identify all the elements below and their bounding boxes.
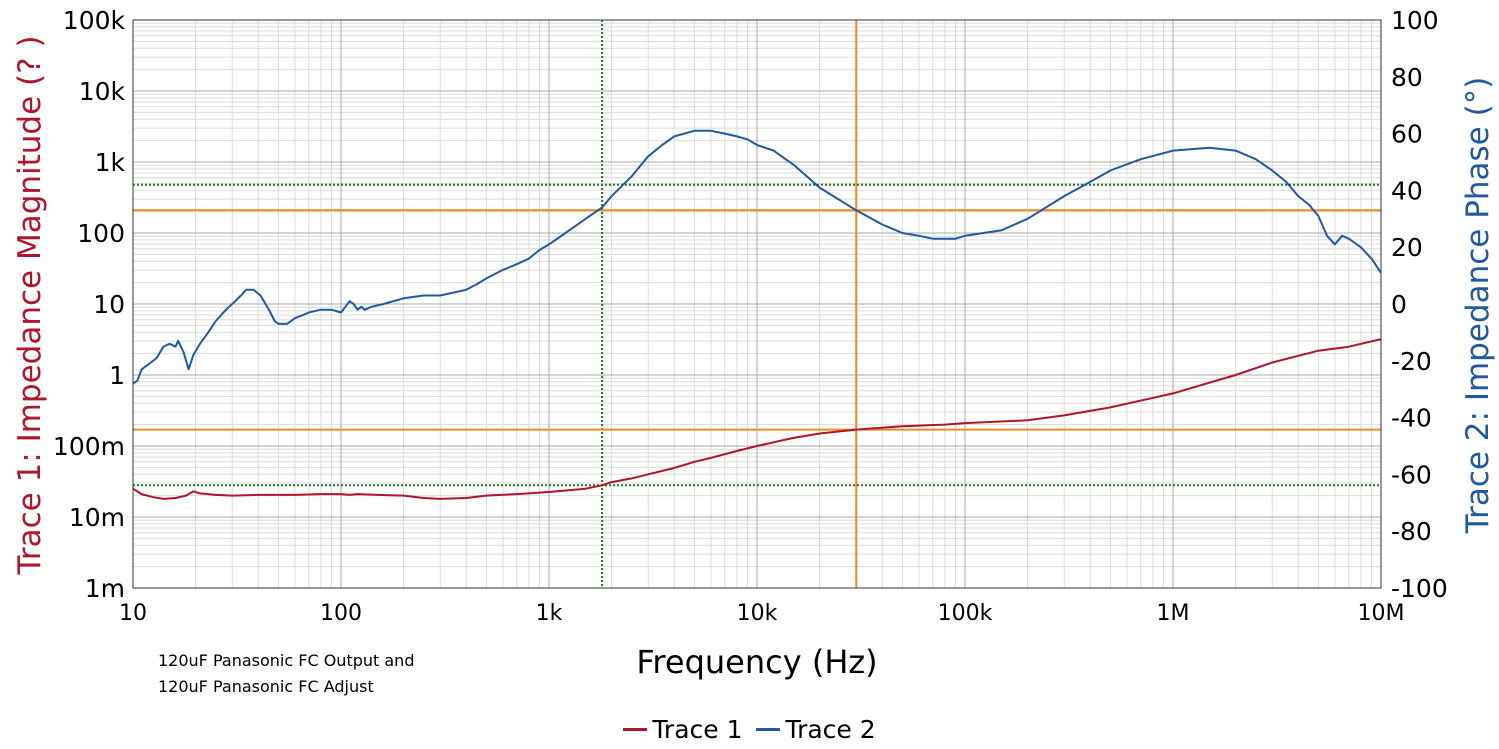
cursor-lines[interactable] [133, 20, 1381, 588]
x-tick-label: 1k [536, 601, 563, 626]
legend-label-trace-2: Trace 2 [785, 715, 876, 744]
series-line-trace-1 [132, 338, 1382, 500]
series-line-trace-2 [132, 129, 1382, 385]
y-left-tick-label: 1m [85, 574, 125, 603]
y-right-tick-label: 40 [1391, 176, 1423, 205]
legend-swatch-trace-1 [623, 728, 648, 731]
chart-note-line-2: 120uF Panasonic FC Adjust [158, 677, 374, 696]
legend-swatch-trace-2 [756, 728, 781, 731]
y-right-tick-label: -60 [1391, 460, 1432, 489]
y-right-tick-label: 0 [1391, 290, 1407, 319]
y-right-tick-label: 80 [1391, 63, 1423, 92]
plot-frame [132, 19, 1382, 589]
y-left-tick-label: 10k [79, 77, 126, 106]
y-right-tick-label: -80 [1391, 517, 1432, 546]
y-left-tick-label: 1 [109, 361, 125, 390]
x-tick-label: 100 [320, 601, 362, 626]
y-left-tick-label: 100 [77, 219, 125, 248]
y-right-tick-label: -40 [1391, 404, 1432, 433]
x-tick-label: 10M [1358, 601, 1405, 626]
y-right-tick-label: 100 [1391, 6, 1439, 35]
chart-legend: Trace 1 Trace 2 [0, 708, 1499, 744]
x-tick-label: 10k [737, 601, 778, 626]
y-axis-right-label: Trace 2: Impedance Phase (°) [1460, 77, 1496, 535]
y-left-tick-label: 100m [53, 432, 125, 461]
series-lines [132, 129, 1382, 500]
y-right-tick-label: -20 [1391, 347, 1432, 376]
legend-item-trace-2[interactable]: Trace 2 [756, 715, 876, 744]
x-axis-label: Frequency (Hz) [636, 643, 877, 681]
x-tick-label: 100k [938, 601, 993, 626]
y-right-tick-label: 60 [1391, 120, 1423, 149]
x-tick-labels: 10 100 1k 10k 100k 1M 10M [119, 601, 1404, 626]
x-tick-label: 1M [1157, 601, 1190, 626]
x-tick-label: 10 [119, 601, 147, 626]
legend-label-trace-1: Trace 1 [652, 715, 743, 744]
y-left-tick-labels: 100k 10k 1k 100 10 1 100m 10m 1m [53, 6, 126, 603]
legend-item-trace-1[interactable]: Trace 1 [623, 715, 743, 744]
y-left-tick-label: 100k [63, 6, 126, 35]
y-left-tick-label: 10 [93, 290, 125, 319]
y-right-tick-labels: 100 80 60 40 20 0 -20 -40 -60 -80 -100 [1391, 6, 1448, 603]
chart-note-line-1: 120uF Panasonic FC Output and [158, 651, 415, 670]
y-right-tick-label: -100 [1391, 574, 1448, 603]
y-left-tick-label: 10m [69, 503, 125, 532]
y-left-tick-label: 1k [95, 148, 126, 177]
y-axis-left-label: Trace 1: Impedance Magnitude (? ) [12, 35, 48, 575]
y-right-tick-label: 20 [1391, 233, 1423, 262]
